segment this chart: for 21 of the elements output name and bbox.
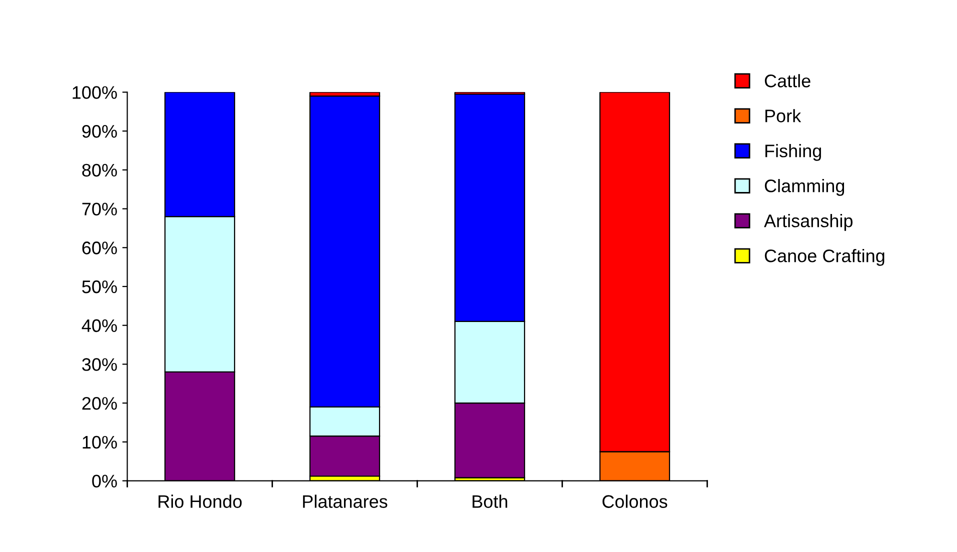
y-tick-label: 50% bbox=[82, 280, 117, 294]
y-tick-label: 10% bbox=[82, 436, 117, 449]
y-tick-label: 100% bbox=[72, 86, 117, 99]
y-tick-label: 20% bbox=[82, 397, 117, 410]
legend-label: Canoe Crafting bbox=[764, 248, 884, 266]
x-tick-label: Both bbox=[472, 494, 508, 508]
y-tick-label: 80% bbox=[82, 164, 117, 177]
y-tick-label: 40% bbox=[82, 319, 117, 332]
y-tick-label: 70% bbox=[82, 202, 117, 216]
x-tick-label: Platanares bbox=[303, 494, 388, 508]
legend-label: Fishing bbox=[765, 144, 821, 161]
legend-label: Cattle bbox=[764, 74, 810, 88]
legend-label: Pork bbox=[765, 109, 802, 122]
y-tick-label: 0% bbox=[92, 474, 117, 488]
x-tick-label: Colonos bbox=[602, 494, 668, 508]
legend-label: Clamming bbox=[764, 179, 844, 196]
y-tick-label: 90% bbox=[82, 124, 117, 138]
y-tick-label: 60% bbox=[82, 242, 117, 254]
y-tick-label: 30% bbox=[82, 358, 117, 371]
x-tick-label: Rio Hondo bbox=[158, 494, 242, 508]
legend-label: Artisanship bbox=[764, 214, 853, 231]
